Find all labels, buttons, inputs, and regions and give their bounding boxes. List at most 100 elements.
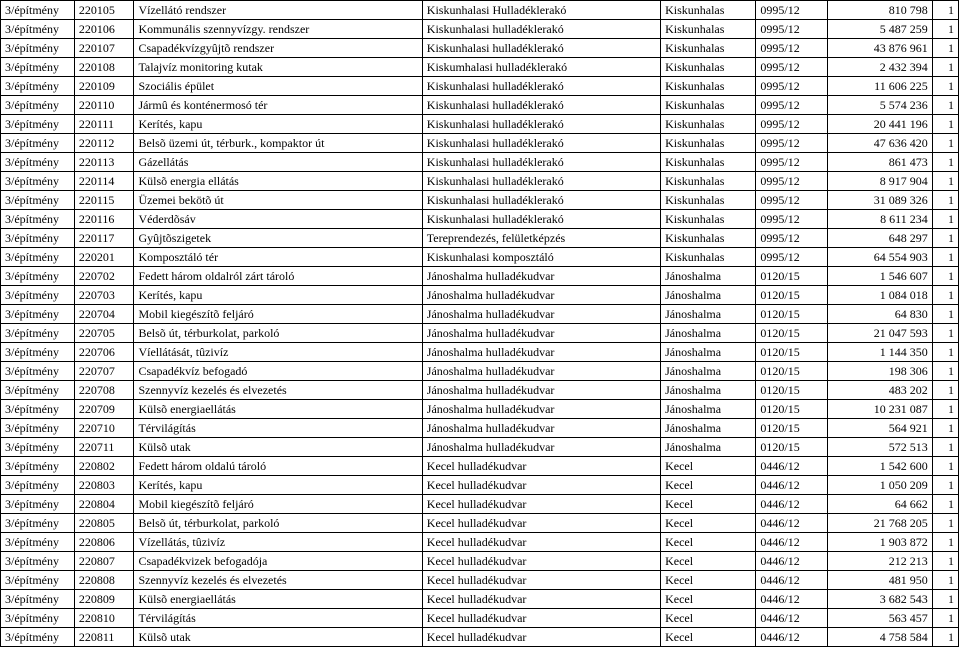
cell-col-4: Kecel bbox=[661, 590, 756, 609]
cell-col-7: 1 bbox=[932, 514, 958, 533]
cell-col-3: Kecel hulladékudvar bbox=[422, 476, 660, 495]
cell-col-2: Talajvíz monitoring kutak bbox=[134, 58, 422, 77]
cell-col-2: Komposztáló tér bbox=[134, 248, 422, 267]
cell-col-6: 1 542 600 bbox=[827, 457, 932, 476]
cell-col-0: 3/építmény bbox=[1, 400, 75, 419]
table-row: 3/építmény220803Kerítés, kapuKecel hulla… bbox=[1, 476, 959, 495]
cell-col-1: 220803 bbox=[74, 476, 134, 495]
cell-col-7: 1 bbox=[932, 248, 958, 267]
table-row: 3/építmény220116VéderdõsávKiskunhalasi h… bbox=[1, 210, 959, 229]
table-row: 3/építmény220112Belsõ üzemi út, térburk.… bbox=[1, 134, 959, 153]
cell-col-6: 648 297 bbox=[827, 229, 932, 248]
cell-col-5: 0120/15 bbox=[756, 324, 827, 343]
cell-col-4: Kecel bbox=[661, 628, 756, 647]
cell-col-2: Belsõ út, térburkolat, parkoló bbox=[134, 514, 422, 533]
cell-col-6: 43 876 961 bbox=[827, 39, 932, 58]
cell-col-3: Kecel hulladékudvar bbox=[422, 590, 660, 609]
table-row: 3/építmény220704Mobil kiegészítõ feljáró… bbox=[1, 305, 959, 324]
cell-col-2: Térvilágítás bbox=[134, 419, 422, 438]
cell-col-5: 0995/12 bbox=[756, 153, 827, 172]
cell-col-4: Kiskunhalas bbox=[661, 115, 756, 134]
cell-col-4: Kecel bbox=[661, 609, 756, 628]
cell-col-6: 1 546 607 bbox=[827, 267, 932, 286]
cell-col-3: Kecel hulladékudvar bbox=[422, 609, 660, 628]
cell-col-1: 220112 bbox=[74, 134, 134, 153]
cell-col-4: Kecel bbox=[661, 552, 756, 571]
cell-col-6: 212 213 bbox=[827, 552, 932, 571]
cell-col-7: 1 bbox=[932, 362, 958, 381]
cell-col-5: 0995/12 bbox=[756, 1, 827, 20]
table-row: 3/építmény220802Fedett három oldalú táro… bbox=[1, 457, 959, 476]
cell-col-1: 220707 bbox=[74, 362, 134, 381]
cell-col-6: 1 050 209 bbox=[827, 476, 932, 495]
cell-col-4: Jánoshalma bbox=[661, 286, 756, 305]
cell-col-7: 1 bbox=[932, 96, 958, 115]
cell-col-2: Külsõ energiaellátás bbox=[134, 590, 422, 609]
cell-col-3: Jánoshalma hulladékudvar bbox=[422, 343, 660, 362]
cell-col-6: 810 798 bbox=[827, 1, 932, 20]
cell-col-7: 1 bbox=[932, 172, 958, 191]
cell-col-1: 220810 bbox=[74, 609, 134, 628]
cell-col-1: 220702 bbox=[74, 267, 134, 286]
cell-col-5: 0995/12 bbox=[756, 77, 827, 96]
cell-col-7: 1 bbox=[932, 609, 958, 628]
cell-col-5: 0446/12 bbox=[756, 457, 827, 476]
cell-col-2: Belsõ út, térburkolat, parkoló bbox=[134, 324, 422, 343]
cell-col-0: 3/építmény bbox=[1, 476, 75, 495]
cell-col-4: Kiskunhalas bbox=[661, 153, 756, 172]
cell-col-4: Kiskunhalas bbox=[661, 77, 756, 96]
cell-col-0: 3/építmény bbox=[1, 419, 75, 438]
cell-col-3: Kiskunhalasi hulladéklerakó bbox=[422, 134, 660, 153]
table-row: 3/építmény220804Mobil kiegészítõ feljáró… bbox=[1, 495, 959, 514]
cell-col-4: Kiskunhalas bbox=[661, 210, 756, 229]
cell-col-2: Csapadékvízgyûjtõ rendszer bbox=[134, 39, 422, 58]
cell-col-7: 1 bbox=[932, 1, 958, 20]
cell-col-1: 220117 bbox=[74, 229, 134, 248]
cell-col-1: 220802 bbox=[74, 457, 134, 476]
cell-col-7: 1 bbox=[932, 58, 958, 77]
cell-col-2: Külsõ energia ellátás bbox=[134, 172, 422, 191]
cell-col-0: 3/építmény bbox=[1, 153, 75, 172]
cell-col-0: 3/építmény bbox=[1, 324, 75, 343]
cell-col-5: 0446/12 bbox=[756, 533, 827, 552]
cell-col-5: 0120/15 bbox=[756, 343, 827, 362]
table-row: 3/építmény220114Külsõ energia ellátásKis… bbox=[1, 172, 959, 191]
cell-col-3: Jánoshalma hulladékudvar bbox=[422, 438, 660, 457]
cell-col-6: 3 682 543 bbox=[827, 590, 932, 609]
cell-col-5: 0446/12 bbox=[756, 571, 827, 590]
cell-col-1: 220709 bbox=[74, 400, 134, 419]
cell-col-3: Kiskunhalasi hulladéklerakó bbox=[422, 210, 660, 229]
cell-col-7: 1 bbox=[932, 476, 958, 495]
table-row: 3/építmény220808Szennyvíz kezelés és elv… bbox=[1, 571, 959, 590]
cell-col-1: 220113 bbox=[74, 153, 134, 172]
cell-col-6: 4 758 584 bbox=[827, 628, 932, 647]
cell-col-4: Kiskunhalas bbox=[661, 134, 756, 153]
table-row: 3/építmény220113GázellátásKiskunhalasi h… bbox=[1, 153, 959, 172]
cell-col-3: Jánoshalma hulladékudvar bbox=[422, 400, 660, 419]
cell-col-3: Kiskunhalasi hulladéklerakó bbox=[422, 77, 660, 96]
cell-col-3: Jánoshalma hulladékudvar bbox=[422, 267, 660, 286]
cell-col-2: Véderdõsáv bbox=[134, 210, 422, 229]
cell-col-2: Gázellátás bbox=[134, 153, 422, 172]
cell-col-5: 0995/12 bbox=[756, 172, 827, 191]
cell-col-4: Jánoshalma bbox=[661, 362, 756, 381]
cell-col-2: Belsõ üzemi út, térburk., kompaktor út bbox=[134, 134, 422, 153]
cell-col-7: 1 bbox=[932, 571, 958, 590]
cell-col-6: 5 487 259 bbox=[827, 20, 932, 39]
cell-col-4: Kecel bbox=[661, 514, 756, 533]
cell-col-2: Fedett három oldalú tároló bbox=[134, 457, 422, 476]
cell-col-0: 3/építmény bbox=[1, 20, 75, 39]
cell-col-5: 0995/12 bbox=[756, 39, 827, 58]
cell-col-1: 220711 bbox=[74, 438, 134, 457]
cell-col-1: 220106 bbox=[74, 20, 134, 39]
table-row: 3/építmény220705Belsõ út, térburkolat, p… bbox=[1, 324, 959, 343]
cell-col-0: 3/építmény bbox=[1, 115, 75, 134]
cell-col-5: 0995/12 bbox=[756, 134, 827, 153]
cell-col-2: Vízellátás, tûzivíz bbox=[134, 533, 422, 552]
cell-col-1: 220811 bbox=[74, 628, 134, 647]
cell-col-4: Jánoshalma bbox=[661, 381, 756, 400]
cell-col-3: Kecel hulladékudvar bbox=[422, 552, 660, 571]
cell-col-7: 1 bbox=[932, 267, 958, 286]
cell-col-2: Üzemei bekötõ út bbox=[134, 191, 422, 210]
cell-col-7: 1 bbox=[932, 552, 958, 571]
